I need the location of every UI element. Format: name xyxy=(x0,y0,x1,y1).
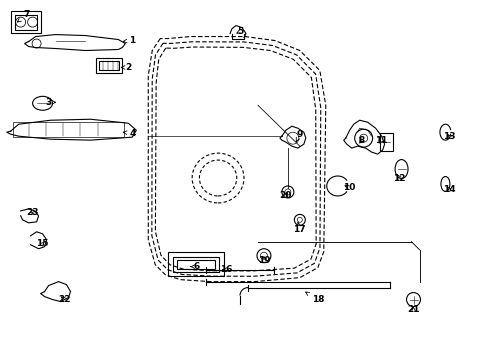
Text: 19: 19 xyxy=(257,256,270,265)
Text: 7: 7 xyxy=(18,10,30,22)
Text: 14: 14 xyxy=(442,185,455,194)
Text: 4: 4 xyxy=(123,129,135,138)
Text: 10: 10 xyxy=(343,184,355,193)
Text: 18: 18 xyxy=(305,292,324,304)
Bar xyxy=(173,257,219,272)
Text: 17: 17 xyxy=(293,222,305,234)
Text: 15: 15 xyxy=(36,239,49,248)
Text: 5: 5 xyxy=(236,27,243,36)
Text: 13: 13 xyxy=(442,132,455,141)
Text: 22: 22 xyxy=(58,295,71,304)
Text: 8: 8 xyxy=(358,136,364,145)
Text: 21: 21 xyxy=(407,305,419,314)
Text: 20: 20 xyxy=(279,192,291,201)
Text: 23: 23 xyxy=(26,208,39,217)
Bar xyxy=(177,260,215,269)
Text: 1: 1 xyxy=(123,36,135,45)
Bar xyxy=(99,62,119,71)
Text: 6: 6 xyxy=(190,262,199,271)
Text: 9: 9 xyxy=(296,130,303,141)
Bar xyxy=(379,133,392,151)
Text: 12: 12 xyxy=(392,174,405,183)
Text: 2: 2 xyxy=(121,63,131,72)
Text: 11: 11 xyxy=(375,136,387,145)
Bar xyxy=(15,15,37,30)
Text: 16: 16 xyxy=(219,265,232,274)
Bar xyxy=(13,122,124,137)
Bar xyxy=(96,58,122,73)
Bar xyxy=(168,252,224,276)
Text: 3: 3 xyxy=(45,98,56,107)
Bar xyxy=(11,11,41,32)
